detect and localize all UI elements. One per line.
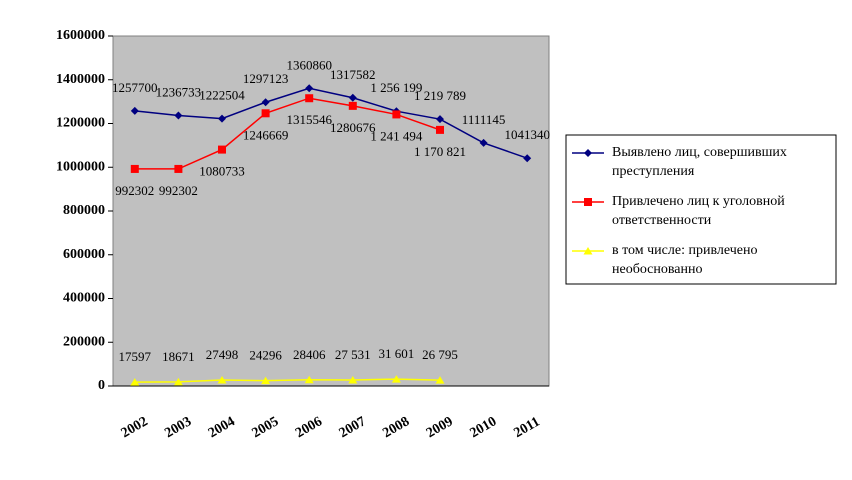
marker	[305, 94, 314, 103]
marker	[435, 376, 445, 384]
legend-label-line: ответственности	[612, 213, 712, 228]
data-label: 1315546	[286, 112, 332, 127]
data-label: 1317582	[330, 67, 376, 82]
data-label: 27 531	[335, 347, 371, 362]
y-tick-label: 0	[98, 378, 105, 393]
data-label: 1297123	[243, 71, 289, 86]
marker	[218, 145, 226, 154]
marker	[479, 138, 488, 147]
marker	[583, 247, 593, 255]
legend-label-line: необоснованно	[612, 262, 703, 277]
marker	[261, 109, 270, 118]
data-label: 1 170 821	[414, 144, 466, 159]
marker	[261, 98, 270, 107]
y-tick-label: 400000	[63, 291, 105, 306]
x-tick-label: 2007	[337, 414, 369, 441]
marker	[584, 149, 592, 157]
series-line	[134, 97, 441, 170]
marker	[436, 125, 444, 134]
data-label: 1 219 789	[414, 88, 466, 103]
marker	[348, 375, 358, 384]
data-label: 1041340	[504, 127, 550, 142]
data-label: 1236733	[156, 84, 202, 99]
marker	[392, 110, 401, 119]
data-label: 18671	[162, 349, 195, 364]
legend-label: Привлечено лиц к уголовной ответственност…	[612, 194, 785, 228]
legend-label-line: Выявлено лиц, совершивших	[612, 145, 787, 160]
marker	[130, 378, 140, 386]
data-label: 992302	[159, 183, 198, 198]
data-label: 1111145	[462, 112, 506, 127]
x-tick-label: 2003	[162, 414, 194, 441]
marker	[523, 154, 532, 163]
x-tick-label: 2006	[293, 414, 325, 441]
series-line	[134, 87, 528, 159]
x-tick-label: 2010	[468, 414, 500, 441]
x-tick-label: 2004	[206, 414, 238, 441]
data-label: 17597	[119, 349, 152, 364]
marker	[174, 111, 183, 120]
marker	[304, 375, 314, 384]
data-label: 1280676	[330, 120, 376, 135]
y-tick-label: 1600000	[56, 28, 105, 43]
y-tick-label: 200000	[63, 334, 105, 349]
legend	[565, 134, 837, 285]
x-tick-label: 2011	[512, 414, 543, 441]
marker	[217, 375, 227, 384]
marker	[348, 93, 357, 102]
plot-area	[112, 35, 550, 387]
data-label: 1222504	[199, 88, 245, 103]
y-tick-label: 1400000	[56, 72, 105, 87]
data-label: 1 241 494	[370, 128, 423, 143]
y-tick-label: 600000	[63, 247, 105, 262]
x-tick-label: 2002	[119, 414, 151, 441]
marker	[130, 106, 139, 115]
data-label: 1257700	[112, 80, 158, 95]
x-tick-label: 2005	[250, 414, 282, 441]
data-label: 1246669	[243, 127, 289, 142]
marker	[584, 198, 592, 206]
marker	[305, 84, 314, 93]
legend-label-line: Привлечено лиц к уголовной	[612, 194, 785, 209]
marker	[261, 376, 271, 385]
data-label: 26 795	[422, 347, 458, 362]
data-label: 1 256 199	[370, 80, 422, 95]
legend-label: Выявлено лиц, совершивших преступления	[612, 145, 787, 179]
legend-label-line: преступления	[612, 164, 695, 179]
data-label: 31 601	[379, 346, 415, 361]
marker	[391, 375, 401, 383]
y-tick-label: 1200000	[56, 116, 105, 131]
x-tick-label: 2008	[380, 414, 412, 441]
marker	[218, 114, 226, 123]
data-label: 992302	[115, 183, 154, 198]
data-label: 27498	[206, 347, 239, 362]
data-label: 28406	[293, 347, 326, 362]
marker	[436, 115, 444, 124]
marker	[130, 164, 139, 173]
y-tick-label: 800000	[63, 203, 105, 218]
legend-label: в том числе: привлечено необоснованно	[612, 243, 757, 277]
y-tick-label: 1000000	[56, 159, 105, 174]
legend-label-line: в том числе: привлечено	[612, 243, 757, 258]
marker	[348, 101, 357, 110]
marker	[174, 164, 183, 173]
data-label: 1080733	[199, 164, 245, 179]
marker	[173, 377, 183, 386]
x-tick-label: 2009	[424, 414, 456, 441]
data-label: 24296	[249, 348, 282, 363]
series-line	[134, 378, 441, 383]
data-label: 1360860	[286, 57, 332, 72]
